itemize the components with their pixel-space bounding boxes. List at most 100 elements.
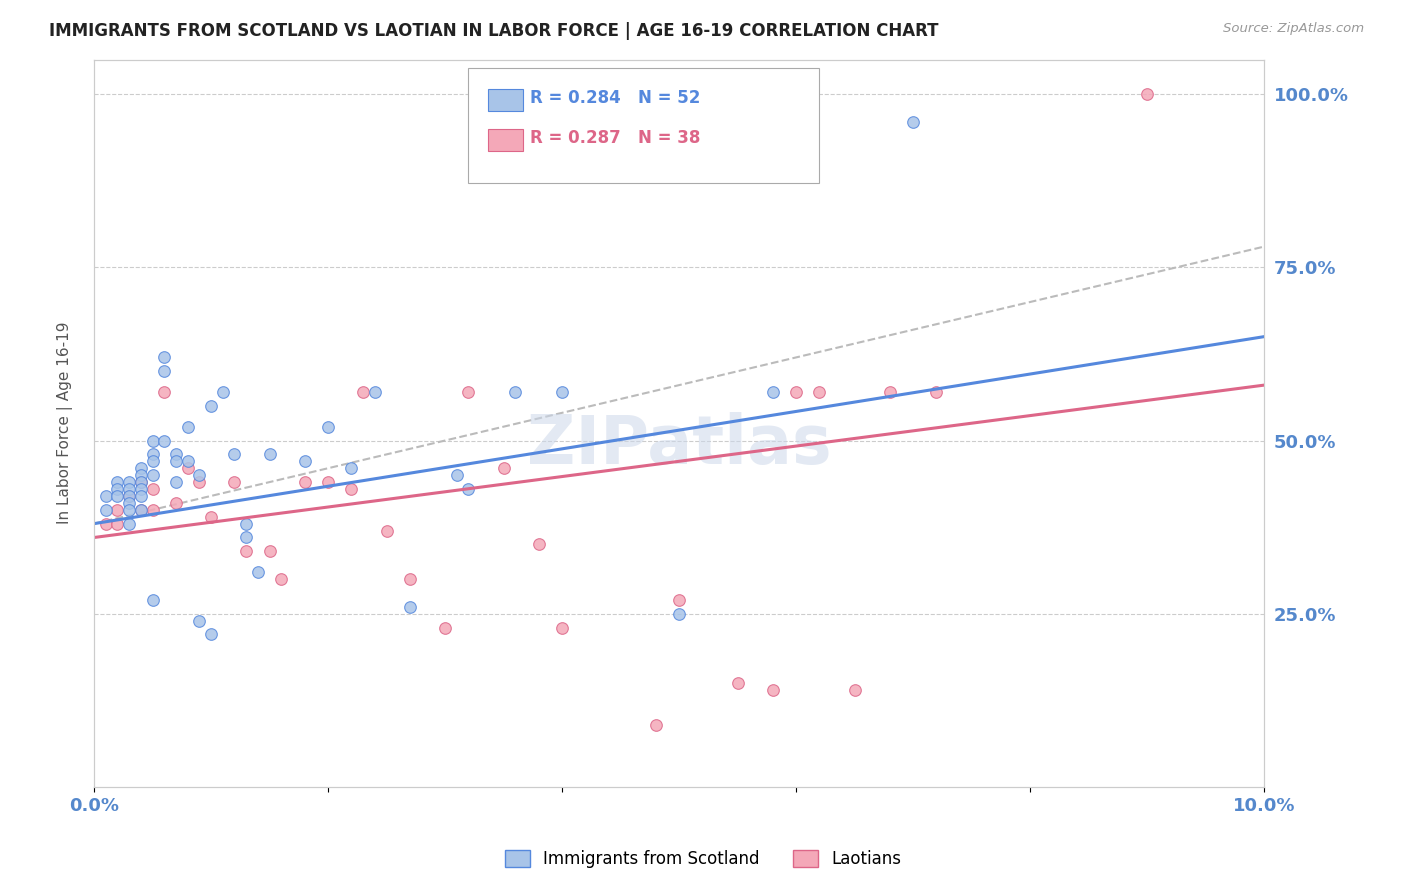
Point	[844, 682, 866, 697]
Point	[153, 385, 176, 400]
Point	[141, 447, 163, 461]
Point	[118, 482, 141, 496]
Point	[129, 482, 152, 496]
Point	[294, 475, 316, 489]
Point	[94, 503, 117, 517]
Point	[644, 717, 666, 731]
FancyBboxPatch shape	[488, 89, 523, 112]
Point	[446, 468, 468, 483]
Point	[107, 475, 129, 489]
Point	[129, 503, 152, 517]
Point	[352, 385, 374, 400]
Point	[808, 385, 831, 400]
Point	[224, 475, 246, 489]
Point	[235, 516, 257, 531]
Point	[129, 461, 152, 475]
Text: Source: ZipAtlas.com: Source: ZipAtlas.com	[1223, 22, 1364, 36]
Text: R = 0.287   N = 38: R = 0.287 N = 38	[530, 129, 700, 147]
Point	[434, 621, 457, 635]
Point	[235, 544, 257, 558]
FancyBboxPatch shape	[488, 129, 523, 152]
Point	[94, 516, 117, 531]
Point	[107, 503, 129, 517]
Point	[153, 351, 176, 365]
Point	[235, 531, 257, 545]
Point	[224, 447, 246, 461]
Point	[340, 461, 363, 475]
Point	[316, 419, 339, 434]
Point	[129, 475, 152, 489]
Point	[118, 496, 141, 510]
Y-axis label: In Labor Force | Age 16-19: In Labor Force | Age 16-19	[58, 322, 73, 524]
Point	[107, 482, 129, 496]
Point	[762, 385, 785, 400]
Point	[551, 621, 574, 635]
Point	[551, 385, 574, 400]
Point	[668, 592, 690, 607]
Point	[200, 509, 222, 524]
Point	[129, 468, 152, 483]
Point	[118, 489, 141, 503]
Point	[259, 544, 281, 558]
Point	[762, 682, 785, 697]
Point	[153, 434, 176, 448]
Text: ZIPatlas: ZIPatlas	[527, 412, 831, 478]
Point	[188, 614, 211, 628]
Point	[211, 385, 233, 400]
Point	[364, 385, 387, 400]
Point	[153, 364, 176, 378]
Point	[879, 385, 901, 400]
Point	[107, 516, 129, 531]
Point	[457, 385, 479, 400]
Point	[457, 482, 479, 496]
Point	[141, 468, 163, 483]
Point	[200, 627, 222, 641]
Point	[375, 524, 398, 538]
Point	[141, 592, 163, 607]
Point	[165, 496, 187, 510]
Point	[727, 676, 749, 690]
Point	[1136, 87, 1159, 102]
Point	[176, 461, 198, 475]
FancyBboxPatch shape	[468, 69, 820, 183]
Point	[901, 115, 924, 129]
Point	[176, 419, 198, 434]
Point	[165, 447, 187, 461]
Point	[176, 454, 198, 468]
Point	[785, 385, 807, 400]
Point	[118, 489, 141, 503]
Point	[399, 572, 422, 586]
Point	[118, 475, 141, 489]
Point	[270, 572, 292, 586]
Point	[188, 468, 211, 483]
Point	[340, 482, 363, 496]
Point	[141, 454, 163, 468]
Point	[118, 516, 141, 531]
Point	[316, 475, 339, 489]
Point	[94, 489, 117, 503]
Point	[503, 385, 526, 400]
Point	[925, 385, 948, 400]
Point	[141, 482, 163, 496]
Point	[294, 454, 316, 468]
Point	[492, 461, 515, 475]
Text: IMMIGRANTS FROM SCOTLAND VS LAOTIAN IN LABOR FORCE | AGE 16-19 CORRELATION CHART: IMMIGRANTS FROM SCOTLAND VS LAOTIAN IN L…	[49, 22, 939, 40]
Point	[200, 399, 222, 413]
Point	[188, 475, 211, 489]
Point	[165, 454, 187, 468]
Point	[259, 447, 281, 461]
Text: R = 0.284   N = 52: R = 0.284 N = 52	[530, 89, 700, 107]
Point	[107, 489, 129, 503]
Point	[118, 503, 141, 517]
Point	[129, 475, 152, 489]
Point	[129, 503, 152, 517]
Point	[129, 489, 152, 503]
Point	[399, 599, 422, 614]
Point	[141, 434, 163, 448]
Point	[246, 565, 269, 579]
Point	[668, 607, 690, 621]
Point	[165, 475, 187, 489]
Point	[527, 537, 550, 551]
Point	[141, 503, 163, 517]
Legend: Immigrants from Scotland, Laotians: Immigrants from Scotland, Laotians	[498, 843, 908, 875]
